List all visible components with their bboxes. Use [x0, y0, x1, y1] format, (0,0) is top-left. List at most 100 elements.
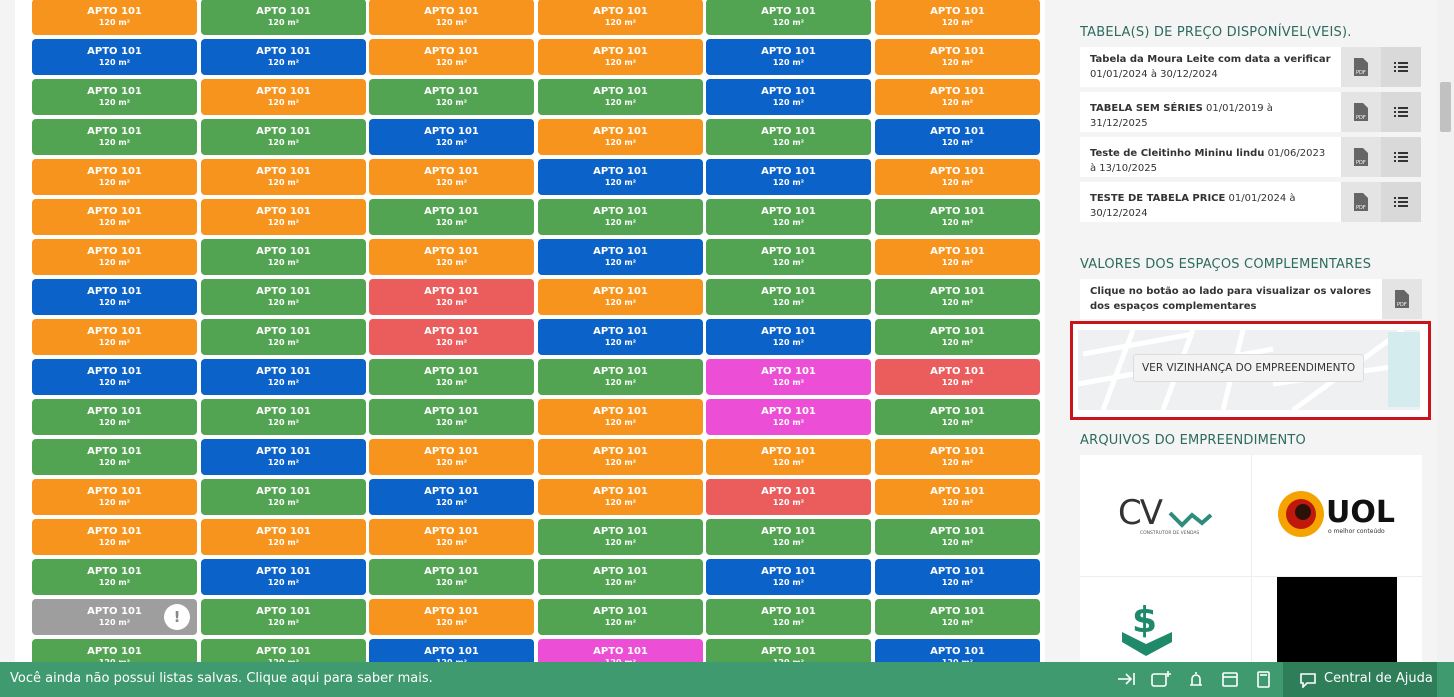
black-file[interactable] [1277, 577, 1397, 662]
list-button[interactable] [1381, 182, 1421, 222]
alert-icon[interactable]: ! [164, 604, 190, 630]
scroll-thumb[interactable] [1440, 82, 1451, 132]
pdf-button[interactable]: PDF [1341, 92, 1381, 132]
pdf-button[interactable]: PDF [1382, 279, 1422, 319]
map-button[interactable]: VER VIZINHANÇA DO EMPREENDIMENTO [1133, 354, 1365, 382]
footer-message[interactable]: Você ainda não possui listas salvas. Cli… [10, 671, 433, 686]
list-button[interactable] [1381, 92, 1421, 132]
unit-tile[interactable]: APTO 101 120 m²! [32, 599, 197, 635]
money-icon[interactable]: $ [1118, 592, 1178, 662]
pdf-button[interactable]: PDF [1341, 137, 1381, 177]
help-button[interactable]: Central de Ajuda [1283, 662, 1437, 697]
uol-ball[interactable] [1277, 490, 1327, 540]
list-button[interactable] [1381, 47, 1421, 87]
cv-logo[interactable]: CV [1118, 493, 1163, 533]
